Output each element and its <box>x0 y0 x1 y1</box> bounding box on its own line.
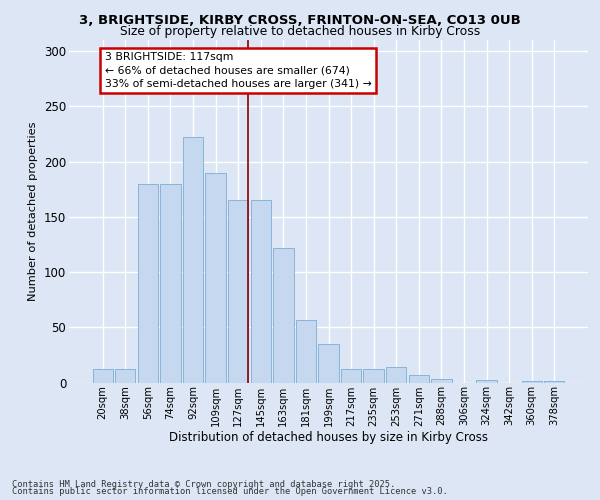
Bar <box>296 320 316 382</box>
X-axis label: Distribution of detached houses by size in Kirby Cross: Distribution of detached houses by size … <box>169 431 488 444</box>
Bar <box>205 172 226 382</box>
Text: 3, BRIGHTSIDE, KIRBY CROSS, FRINTON-ON-SEA, CO13 0UB: 3, BRIGHTSIDE, KIRBY CROSS, FRINTON-ON-S… <box>79 14 521 27</box>
Y-axis label: Number of detached properties: Number of detached properties <box>28 122 38 301</box>
Bar <box>92 369 113 382</box>
Bar <box>115 369 136 382</box>
Bar <box>341 369 361 382</box>
Bar <box>364 369 384 382</box>
Bar <box>431 379 452 382</box>
Bar <box>228 200 248 382</box>
Bar <box>319 344 338 383</box>
Bar <box>409 375 429 382</box>
Bar <box>251 200 271 382</box>
Text: Contains HM Land Registry data © Crown copyright and database right 2025.: Contains HM Land Registry data © Crown c… <box>12 480 395 489</box>
Text: Contains public sector information licensed under the Open Government Licence v3: Contains public sector information licen… <box>12 487 448 496</box>
Bar <box>160 184 181 382</box>
Bar <box>476 380 497 382</box>
Bar <box>273 248 293 382</box>
Bar <box>183 137 203 382</box>
Bar <box>386 367 406 382</box>
Text: 3 BRIGHTSIDE: 117sqm
← 66% of detached houses are smaller (674)
33% of semi-deta: 3 BRIGHTSIDE: 117sqm ← 66% of detached h… <box>104 52 371 88</box>
Bar <box>138 184 158 382</box>
Text: Size of property relative to detached houses in Kirby Cross: Size of property relative to detached ho… <box>120 25 480 38</box>
